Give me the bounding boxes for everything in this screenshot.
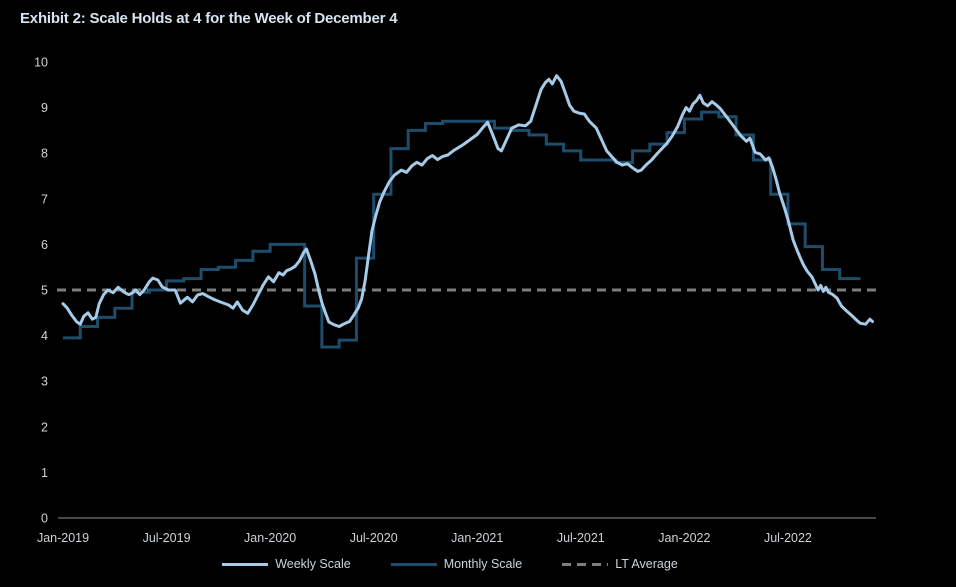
- y-tick-label: 8: [41, 147, 48, 161]
- legend-item-lt-average: LT Average: [562, 557, 678, 571]
- x-tick-label: Jul-2021: [557, 531, 605, 545]
- x-tick-label: Jan-2019: [37, 531, 89, 545]
- weekly-line-swatch-icon: [222, 562, 269, 566]
- x-tick-label: Jan-2020: [244, 531, 296, 545]
- x-tick-label: Jan-2022: [658, 531, 710, 545]
- legend-item-monthly: Monthly Scale: [390, 557, 523, 571]
- monthly-line-swatch-icon: [390, 562, 437, 566]
- y-tick-label: 5: [41, 284, 48, 298]
- legend: Weekly Scale Monthly Scale LT Average: [0, 557, 900, 571]
- legend-item-weekly: Weekly Scale: [222, 557, 351, 571]
- legend-label-monthly: Monthly Scale: [443, 557, 523, 571]
- exhibit-title: Exhibit 2: Scale Holds at 4 for the Week…: [20, 10, 398, 27]
- x-tick-label: Jul-2022: [764, 531, 812, 545]
- scale-line-chart: 0 1 2 3 4 5 6 7 8 9 10 Jan-2019 Jul-2019 Jan-2020 Jul-…: [34, 56, 881, 545]
- y-tick-label: 2: [41, 420, 48, 434]
- y-tick-label: 4: [41, 329, 48, 343]
- y-tick-label: 7: [41, 192, 48, 206]
- y-tick-label: 3: [41, 375, 48, 389]
- x-tick-label: Jul-2019: [143, 531, 191, 545]
- y-tick-label: 0: [41, 512, 48, 526]
- legend-label-lt-average: LT Average: [615, 557, 678, 571]
- weekly-scale-line: [61, 74, 874, 328]
- y-tick-label: 1: [41, 466, 48, 480]
- x-tick-label: Jul-2020: [350, 531, 398, 545]
- y-tick-label: 10: [34, 56, 48, 70]
- x-tick-label: Jan-2021: [451, 531, 503, 545]
- lt-average-dashed-swatch-icon: [562, 562, 609, 566]
- legend-label-weekly: Weekly Scale: [275, 557, 351, 571]
- y-tick-label: 9: [41, 101, 48, 115]
- monthly-scale-line: [63, 110, 861, 349]
- y-tick-label: 6: [41, 238, 48, 252]
